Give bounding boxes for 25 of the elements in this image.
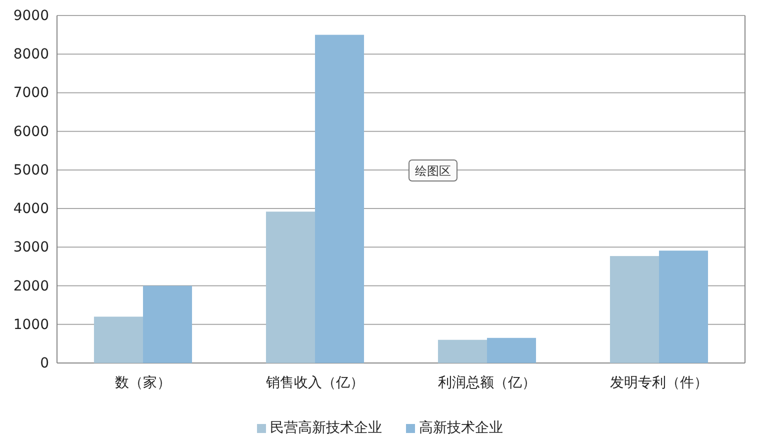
bar (143, 286, 192, 363)
y-tick-label: 1000 (13, 316, 49, 333)
y-tick-label: 5000 (13, 162, 49, 178)
x-tick-label: 发明专利（件） (610, 374, 708, 391)
y-tick-label: 4000 (13, 201, 49, 218)
x-tick-label: 数（家） (115, 374, 171, 391)
annotation: 绘图区 (415, 164, 451, 178)
bar (315, 34, 364, 363)
x-tick-label: 利润总额（亿） (438, 374, 536, 391)
y-tick-label: 8000 (13, 46, 49, 63)
y-tick-label: 3000 (13, 240, 49, 256)
bar (487, 338, 536, 363)
legend-label: 民营高新技术企业 (270, 420, 382, 436)
x-tick-label: 销售收入（亿） (265, 374, 364, 391)
y-tick-label: 0 (40, 355, 49, 372)
bar (94, 316, 143, 363)
bar (266, 212, 315, 363)
y-tick-label: 9000 (13, 8, 49, 24)
legend-label: 高新技术企业 (419, 420, 503, 436)
bar (610, 256, 659, 363)
y-tick-label: 2000 (13, 278, 49, 294)
y-tick-label: 6000 (13, 124, 49, 140)
bar (659, 250, 708, 363)
bar (438, 340, 487, 363)
y-tick-label: 7000 (13, 85, 49, 102)
